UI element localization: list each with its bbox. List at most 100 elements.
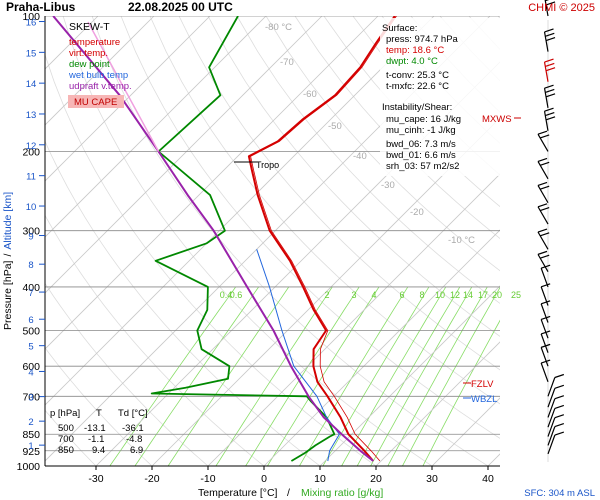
profile-temperature xyxy=(247,16,396,462)
table-row-700-p: 700 xyxy=(58,434,74,445)
pressure-tick-label: 400 xyxy=(22,282,40,294)
surface-temp: temp: 18.6 °C xyxy=(386,45,444,56)
profile-wet-bulb-temp xyxy=(256,249,340,462)
wind-barb-staff xyxy=(543,31,549,52)
wind-barb-flag xyxy=(540,206,550,212)
isotherm-label: -60 xyxy=(303,89,317,100)
isotherm-label: -70 xyxy=(280,57,294,68)
parcel-extension xyxy=(87,21,160,152)
wind-barb-flag xyxy=(537,130,548,135)
x-axis-title-temperature: Temperature [°C] xyxy=(198,487,278,499)
credit-label: CHMI © 2025 xyxy=(528,2,595,14)
wind-barb-flag xyxy=(554,404,565,409)
temperature-tick-label: 20 xyxy=(370,473,382,485)
srh-03-value: srh_03: 57 m2/s2 xyxy=(386,161,459,172)
mixing-ratio-label: 0.6 xyxy=(230,290,243,300)
altitude-tick-label: 13 xyxy=(26,110,37,121)
wind-barb-flag xyxy=(540,283,551,288)
legend-updraft: udpraft v.temp. xyxy=(69,81,132,92)
sfc-elevation: SFC: 304 m ASL xyxy=(524,488,595,499)
surface-tconv: t-conv: 25.3 °C xyxy=(386,70,449,81)
isotherm-line xyxy=(319,285,500,466)
mixing-ratio-label: 6 xyxy=(399,290,404,300)
wind-barb-flag xyxy=(537,181,548,186)
isotherm-label: -40 xyxy=(353,151,367,162)
isotherm-label: -10 °C xyxy=(448,235,475,246)
wind-barb-flag xyxy=(540,330,551,335)
wind-barb-flag xyxy=(545,93,556,98)
pressure-tick-label: 200 xyxy=(22,146,40,158)
altitude-tick-label: 16 xyxy=(26,18,37,29)
altitude-tick-label: 3 xyxy=(28,393,33,404)
wind-barb-flag xyxy=(545,1,556,6)
wind-barb-staff xyxy=(547,398,556,418)
surface-press: press: 974.7 hPa xyxy=(386,34,459,45)
mixing-ratio-label: 14 xyxy=(463,290,473,300)
wind-barb-flag xyxy=(545,0,550,2)
wind-barb-staff xyxy=(540,362,549,383)
altitude-tick-label: 7 xyxy=(28,288,33,299)
wind-barb-staff xyxy=(543,88,549,108)
table-row-500-t: -13.1 xyxy=(84,423,106,434)
wind-barb-staff xyxy=(537,254,549,272)
wind-barb-flag xyxy=(554,431,565,436)
temperature-tick-label: 30 xyxy=(426,473,438,485)
bwd-06-value: bwd_06: 7.3 m/s xyxy=(386,139,456,150)
legend-wet-bulb: wet bulb temp xyxy=(68,70,128,81)
mixing-ratio-label: 17 xyxy=(478,290,488,300)
wind-barb-flag xyxy=(540,134,550,139)
table-row-850-td: 6.9 xyxy=(130,445,143,456)
wind-barb-flag xyxy=(537,250,548,255)
altitude-tick-label: 8 xyxy=(28,260,33,271)
wind-barb-staff xyxy=(537,133,549,152)
y-axis-title: Pressure [hPa] / Altitude [km] xyxy=(2,192,14,330)
wind-barb-flag xyxy=(537,228,548,233)
altitude-tick-label: 5 xyxy=(28,342,33,353)
wind-barb-flag xyxy=(554,395,565,400)
wind-barb-flag xyxy=(540,315,551,320)
wind-barb-staff xyxy=(547,417,556,437)
mu-cape-badge: MU CAPE xyxy=(74,97,117,108)
altitude-tick-label: 2 xyxy=(28,417,33,428)
pressure-tick-label: 300 xyxy=(22,226,40,238)
table-header-t: T xyxy=(96,408,102,419)
wind-barb-flag xyxy=(544,107,554,112)
wind-barb-flag xyxy=(540,161,550,166)
wind-barb-staff xyxy=(547,388,556,408)
wind-barb-staff xyxy=(547,408,556,428)
wind-barb-staff xyxy=(540,267,549,288)
altitude-tick-label: 15 xyxy=(26,48,37,59)
mixing-ratio-label: 25 xyxy=(511,290,521,300)
surface-title: Surface: xyxy=(382,23,417,34)
wind-barb-flag xyxy=(544,58,554,63)
mu-cinh-value: mu_cinh: -1 J/kg xyxy=(386,125,456,136)
isotherm-line xyxy=(45,16,267,238)
wind-barb-flag xyxy=(540,300,551,305)
wind-barb-flag xyxy=(537,203,548,208)
pressure-tick-label: 500 xyxy=(22,326,40,338)
wind-barb-staff xyxy=(543,61,549,82)
wind-barb-staff xyxy=(547,434,556,455)
wind-barb-flag xyxy=(545,111,555,117)
isotherm-line xyxy=(207,173,500,466)
table-row-500-td: -36.1 xyxy=(122,423,144,434)
table-row-700-t: -1.1 xyxy=(88,434,104,445)
wind-barb-staff xyxy=(540,347,549,367)
wind-barb-flag xyxy=(545,32,555,37)
table-row-500-p: 500 xyxy=(58,423,74,434)
mixing-ratio-label: 12 xyxy=(450,290,460,300)
altitude-tick-label: 6 xyxy=(28,315,33,326)
fzlv-label: FZLV xyxy=(471,379,494,390)
surface-dwpt: dwpt: 4.0 °C xyxy=(386,56,438,67)
dry-adiabat-line xyxy=(178,16,500,371)
legend-title: SKEW-T xyxy=(69,21,110,33)
pressure-tick-label: 600 xyxy=(22,361,40,373)
altitude-tick-label: 10 xyxy=(26,202,37,213)
legend-dew-point: dew point xyxy=(69,59,110,70)
wind-barb-flag xyxy=(544,84,554,89)
wind-barb-staff xyxy=(537,231,549,250)
altitude-tick-label: 12 xyxy=(26,141,37,152)
profile-virtual-temperature xyxy=(250,16,397,462)
